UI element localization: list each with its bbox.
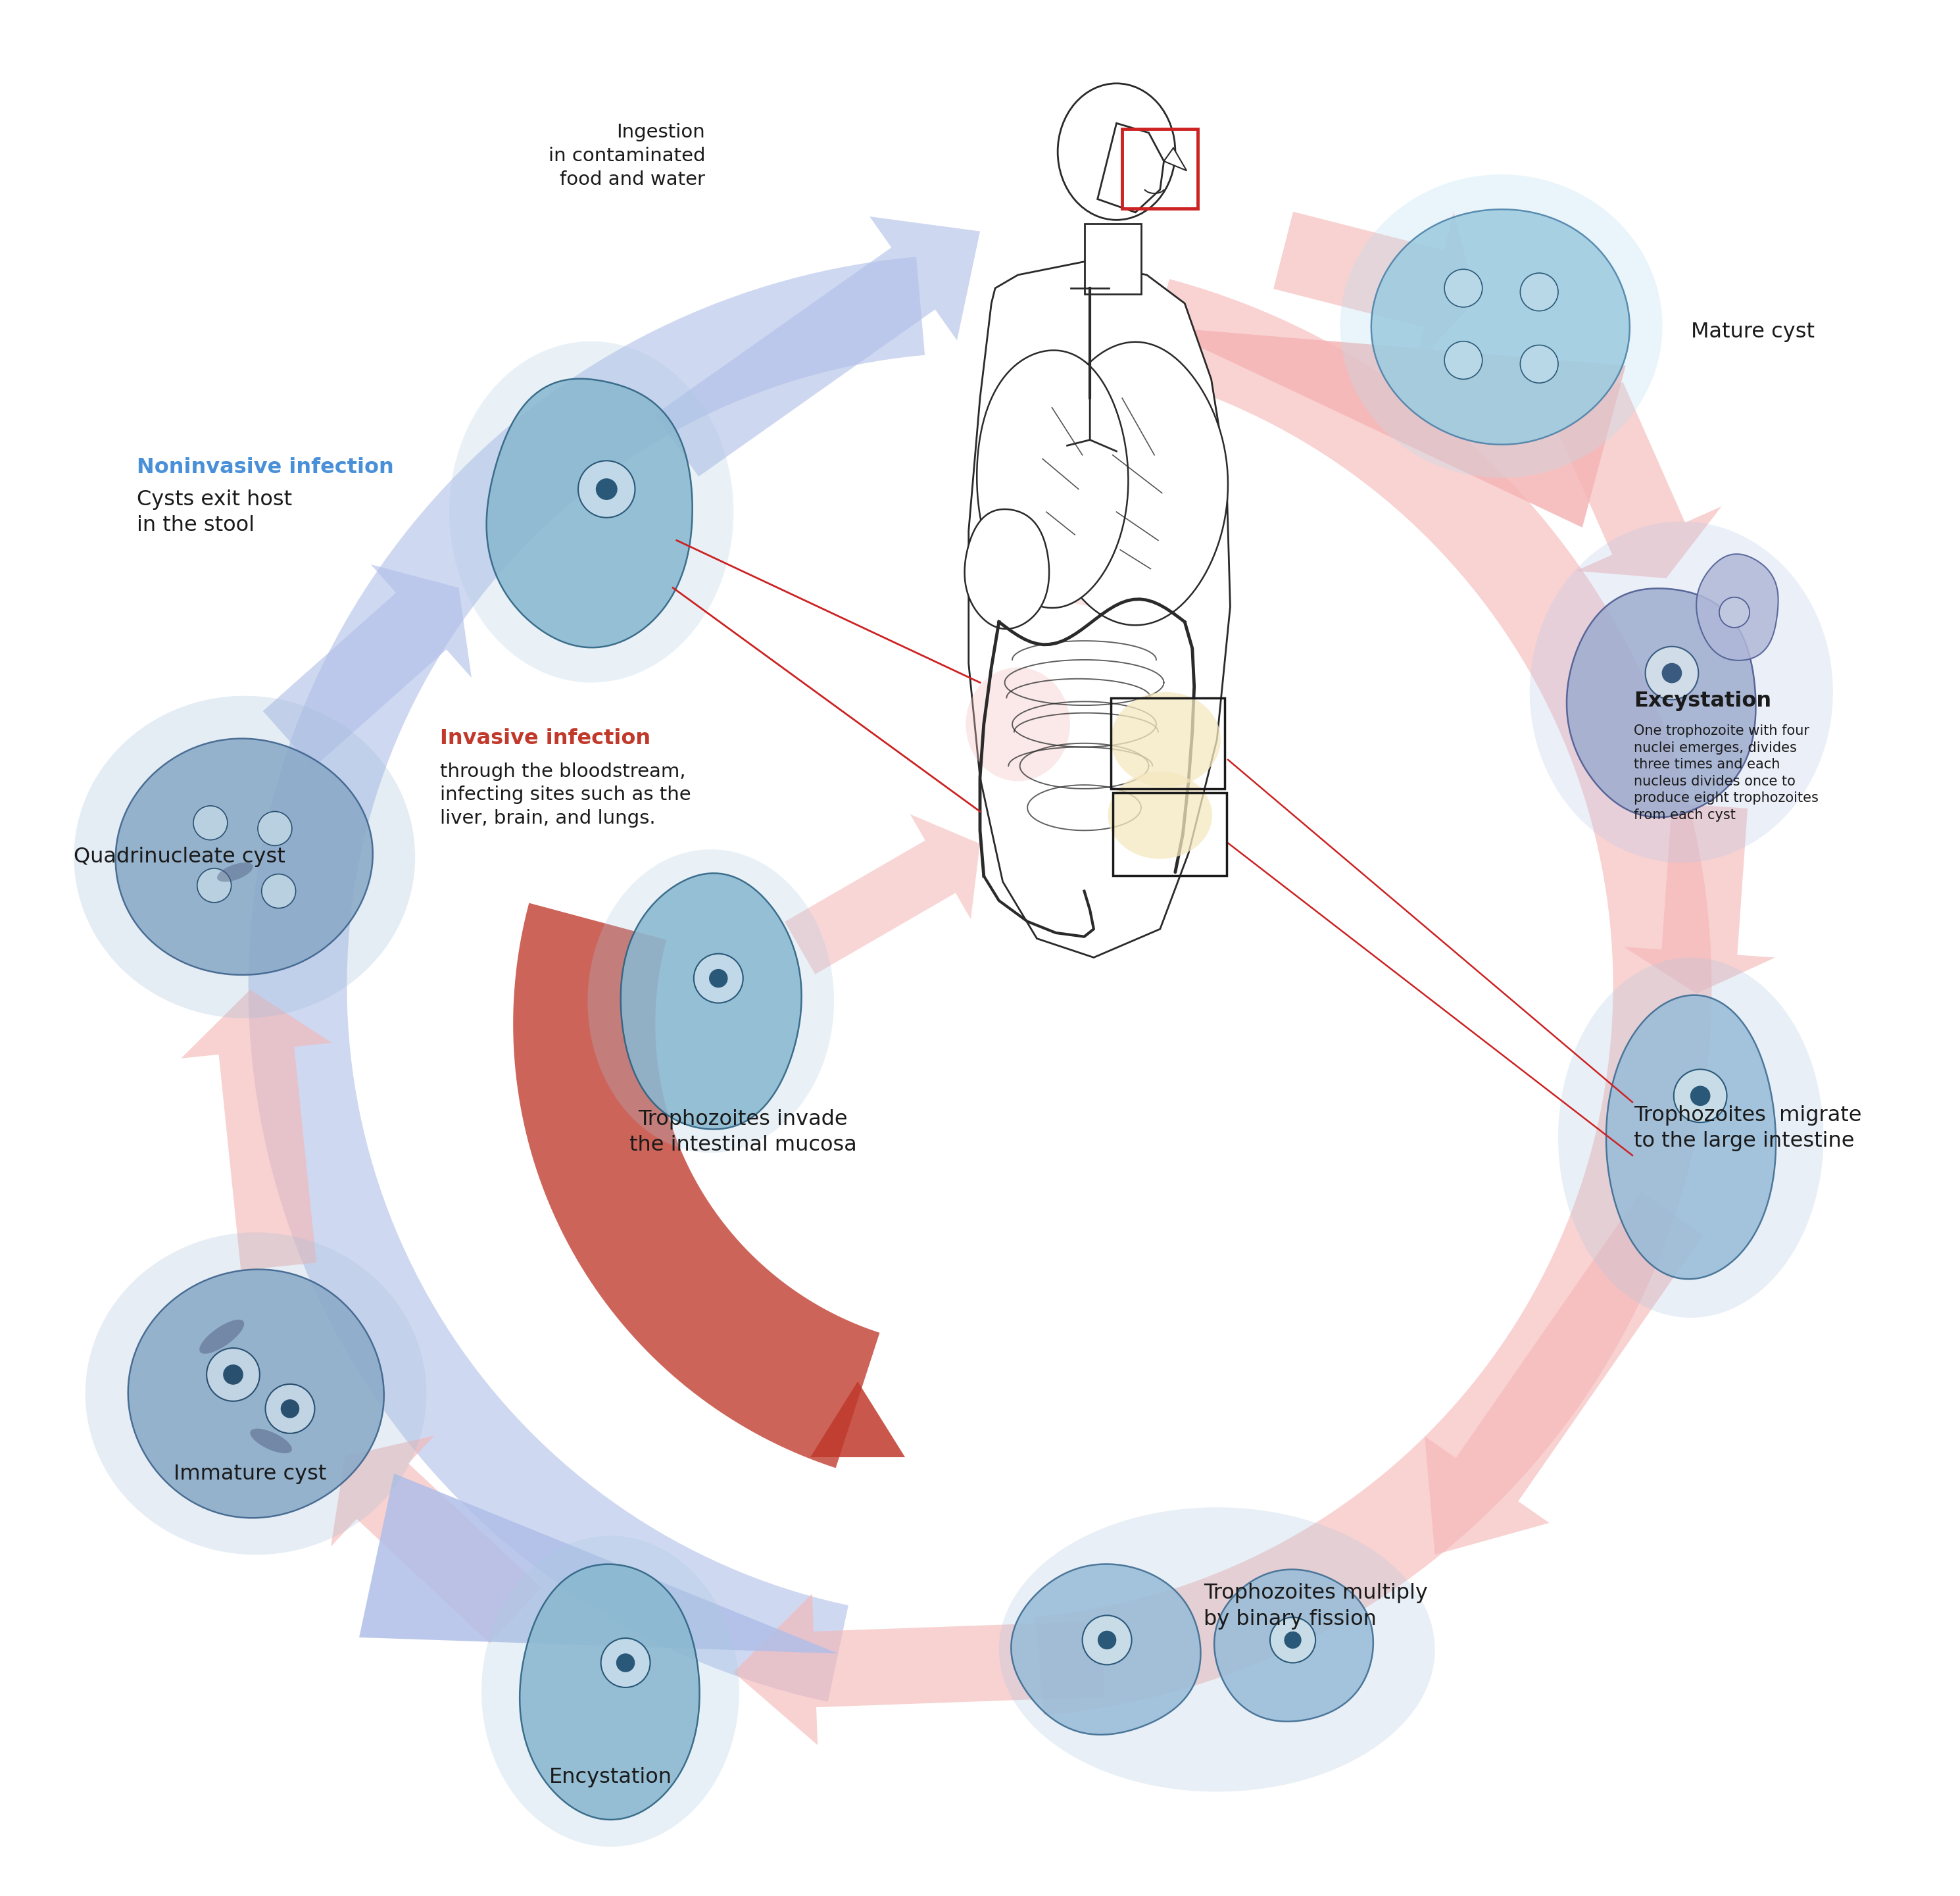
Ellipse shape xyxy=(966,667,1070,781)
Ellipse shape xyxy=(449,341,733,683)
Circle shape xyxy=(1521,273,1558,311)
Polygon shape xyxy=(1550,383,1721,578)
Polygon shape xyxy=(1605,995,1776,1280)
Ellipse shape xyxy=(996,360,1203,607)
Ellipse shape xyxy=(588,849,835,1153)
Polygon shape xyxy=(1098,123,1164,212)
Text: Noninvasive infection: Noninvasive infection xyxy=(137,457,394,478)
Circle shape xyxy=(1098,1631,1117,1650)
Polygon shape xyxy=(1566,588,1756,817)
Circle shape xyxy=(694,954,743,1003)
Text: Excystation: Excystation xyxy=(1635,690,1772,711)
Polygon shape xyxy=(514,902,880,1468)
Text: Cysts exit host
in the stool: Cysts exit host in the stool xyxy=(137,489,292,535)
Text: Invasive infection: Invasive infection xyxy=(439,728,651,749)
Ellipse shape xyxy=(251,1428,292,1454)
Polygon shape xyxy=(1372,209,1629,444)
Circle shape xyxy=(1662,664,1682,683)
Polygon shape xyxy=(1035,279,1711,1716)
Circle shape xyxy=(1445,341,1482,379)
Circle shape xyxy=(615,1653,635,1672)
Circle shape xyxy=(194,806,227,840)
Text: Ingestion
in contaminated
food and water: Ingestion in contaminated food and water xyxy=(549,123,706,188)
Text: Mature cyst: Mature cyst xyxy=(1691,322,1815,341)
Polygon shape xyxy=(180,990,331,1270)
Ellipse shape xyxy=(218,863,253,882)
Text: through the bloodstream,
infecting sites such as the
liver, brain, and lungs.: through the bloodstream, infecting sites… xyxy=(439,762,690,827)
Polygon shape xyxy=(621,874,802,1130)
Text: Trophozoites  migrate
to the large intestine: Trophozoites migrate to the large intest… xyxy=(1635,1105,1862,1151)
Circle shape xyxy=(1445,269,1482,307)
Circle shape xyxy=(1284,1631,1301,1650)
Polygon shape xyxy=(1156,326,1625,527)
Polygon shape xyxy=(1164,148,1186,171)
Ellipse shape xyxy=(1000,1507,1435,1792)
Text: Trophozoites multiply
by binary fission: Trophozoites multiply by binary fission xyxy=(1203,1583,1429,1629)
Polygon shape xyxy=(964,510,1049,629)
Polygon shape xyxy=(1084,224,1141,294)
Circle shape xyxy=(1082,1615,1131,1665)
Text: Trophozoites invade
the intestinal mucosa: Trophozoites invade the intestinal mucos… xyxy=(629,1109,857,1155)
Circle shape xyxy=(710,969,727,988)
Polygon shape xyxy=(1425,1193,1703,1555)
Polygon shape xyxy=(359,1473,839,1653)
Circle shape xyxy=(223,1365,243,1384)
Circle shape xyxy=(198,868,231,902)
Ellipse shape xyxy=(86,1232,427,1555)
Circle shape xyxy=(596,478,617,501)
Circle shape xyxy=(1719,597,1750,628)
Polygon shape xyxy=(116,739,372,975)
Circle shape xyxy=(265,1384,316,1433)
Text: Encystation: Encystation xyxy=(549,1767,672,1788)
Circle shape xyxy=(1690,1086,1711,1105)
Polygon shape xyxy=(1215,1570,1374,1722)
Polygon shape xyxy=(1011,1564,1201,1735)
Polygon shape xyxy=(249,256,925,1703)
Polygon shape xyxy=(1274,212,1476,366)
Circle shape xyxy=(1270,1617,1315,1663)
Polygon shape xyxy=(733,1593,1105,1744)
Ellipse shape xyxy=(74,696,416,1018)
Text: One trophozoite with four
nuclei emerges, divides
three times and each
nucleus d: One trophozoite with four nuclei emerges… xyxy=(1635,724,1819,821)
Polygon shape xyxy=(1623,804,1776,994)
Polygon shape xyxy=(331,1435,541,1644)
Ellipse shape xyxy=(1058,83,1176,220)
Polygon shape xyxy=(127,1270,384,1519)
Circle shape xyxy=(1644,647,1699,700)
Circle shape xyxy=(1674,1069,1727,1122)
Polygon shape xyxy=(655,216,980,476)
Polygon shape xyxy=(486,379,692,648)
Circle shape xyxy=(280,1399,300,1418)
Circle shape xyxy=(602,1638,651,1687)
Polygon shape xyxy=(519,1564,700,1820)
Polygon shape xyxy=(1695,554,1778,660)
Ellipse shape xyxy=(200,1320,245,1354)
Circle shape xyxy=(578,461,635,518)
Polygon shape xyxy=(784,813,980,975)
Circle shape xyxy=(206,1348,259,1401)
Polygon shape xyxy=(976,351,1129,609)
Circle shape xyxy=(261,874,296,908)
Circle shape xyxy=(259,811,292,846)
Ellipse shape xyxy=(1341,174,1662,478)
Polygon shape xyxy=(263,565,472,768)
Polygon shape xyxy=(968,262,1231,957)
Ellipse shape xyxy=(1529,521,1833,863)
Ellipse shape xyxy=(482,1536,739,1847)
Polygon shape xyxy=(809,1382,906,1458)
Ellipse shape xyxy=(1111,692,1221,787)
Text: Quadrinucleate cyst: Quadrinucleate cyst xyxy=(74,848,286,866)
Polygon shape xyxy=(1045,341,1229,626)
Ellipse shape xyxy=(1107,772,1211,859)
Text: Immature cyst: Immature cyst xyxy=(174,1464,327,1485)
Circle shape xyxy=(1521,345,1558,383)
Ellipse shape xyxy=(1558,957,1823,1318)
